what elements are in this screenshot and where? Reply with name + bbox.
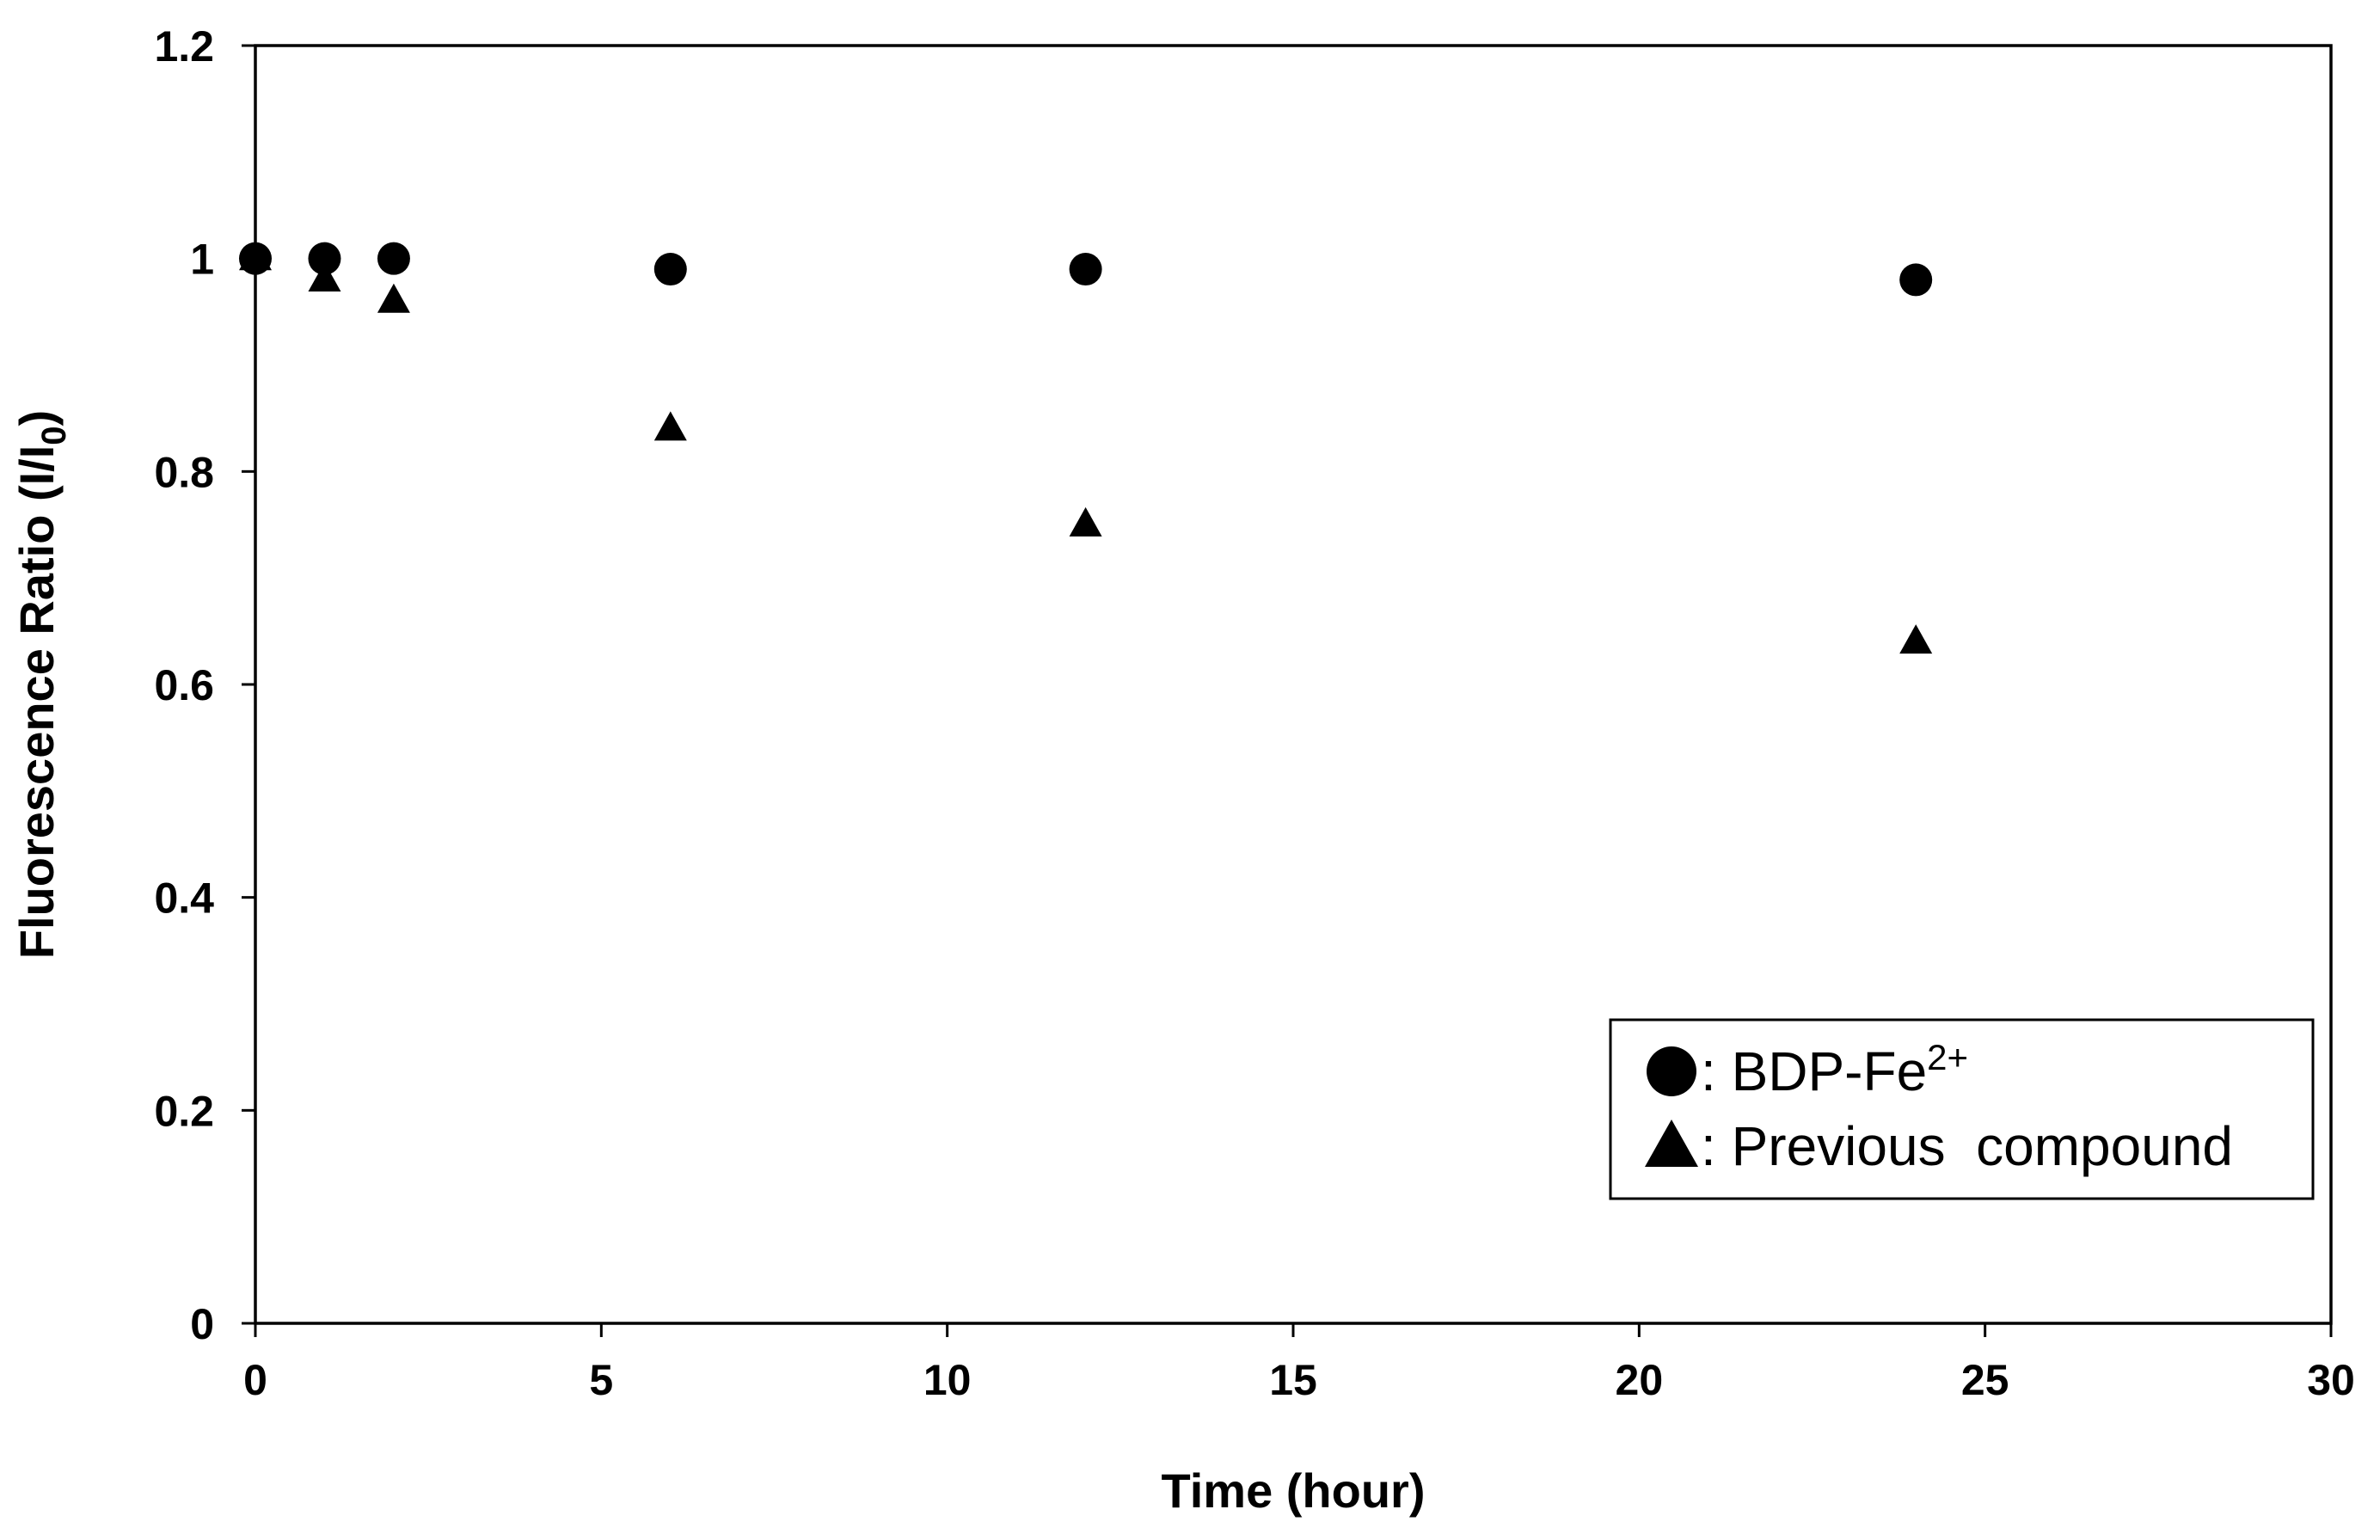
y-tick-label: 1.2	[154, 22, 214, 71]
legend-box	[1609, 1018, 2315, 1200]
y-tick-label: 0.2	[154, 1087, 214, 1135]
data-point-previous-compound	[1069, 506, 1102, 537]
data-point-bdp-fe	[239, 242, 272, 275]
data-markers	[239, 241, 1933, 654]
data-point-bdp-fe	[377, 242, 410, 275]
data-point-previous-compound	[653, 411, 687, 441]
x-tick-label: 20	[1616, 1356, 1664, 1404]
x-tick-label: 15	[1269, 1356, 1317, 1404]
y-axis-title: Fluorescence Ratio (I/I0)	[9, 410, 73, 959]
y-tick-label: 0	[190, 1300, 214, 1348]
y-axis-ticks: 0 0.2 0.4 0.6 0.8 1 1.2	[154, 22, 255, 1348]
legend-circle-marker	[1647, 1046, 1696, 1096]
legend-triangle-marker	[1645, 1120, 1698, 1167]
legend-label-bdp-fe: : BDP-Fe2+	[1701, 1037, 1968, 1102]
data-point-bdp-fe	[1899, 263, 1933, 297]
data-point-bdp-fe	[1069, 253, 1102, 286]
data-point-bdp-fe	[653, 253, 687, 286]
x-tick-label: 30	[2307, 1356, 2355, 1404]
x-axis-title: Time (hour)	[1162, 1463, 1426, 1518]
data-point-previous-compound	[377, 283, 410, 313]
x-tick-label: 10	[923, 1356, 972, 1404]
y-tick-label: 0.4	[154, 874, 214, 923]
y-tick-label: 0.8	[154, 448, 214, 496]
x-tick-label: 5	[589, 1356, 613, 1404]
y-tick-label: 0.6	[154, 661, 214, 709]
x-tick-label: 0	[243, 1356, 267, 1404]
legend: : BDP-Fe2+ : Previous compound	[1609, 1018, 2315, 1200]
x-tick-label: 25	[1961, 1356, 2009, 1404]
data-point-previous-compound	[308, 262, 341, 292]
x-axis-ticks: 0 5 10 15 20 25 30	[243, 1323, 2355, 1404]
data-point-previous-compound	[1899, 624, 1933, 654]
y-tick-label: 1	[190, 236, 214, 284]
legend-label-previous-compound: : Previous compound	[1701, 1115, 2233, 1177]
data-point-bdp-fe	[308, 242, 341, 275]
